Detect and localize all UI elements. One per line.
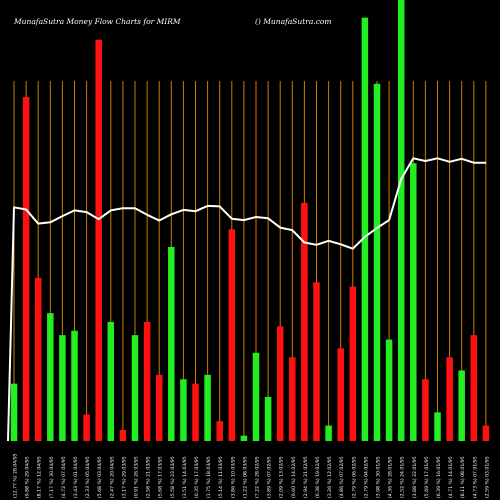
bar-down: [155, 374, 163, 441]
bar-down: [470, 335, 478, 441]
bar-down: [289, 357, 296, 441]
x-tick-label: (3.88 %) 22.01/95: [412, 456, 418, 498]
x-tick-label: (4.71 %) 14.01/95: [448, 456, 454, 498]
x-tick-label: (5.58 %) 23.03/95: [170, 456, 176, 498]
bar-up: [204, 374, 211, 441]
x-tick-label: (2.79 %) 06.02/95: [351, 456, 357, 498]
x-tick-label: (5.69 %) 17.01/95: [424, 456, 430, 498]
bar-up: [240, 435, 248, 441]
bar-down: [34, 277, 42, 441]
bar-down: [301, 202, 308, 441]
bar-up: [107, 321, 115, 441]
x-tick-label: (4.36 %) 28.01/95: [388, 456, 394, 498]
x-tick-label: (8.11 %) 08.01/95: [460, 456, 466, 498]
bar-up: [361, 17, 369, 441]
bar-down: [83, 414, 90, 441]
trend-line-group: [7, 157, 486, 442]
x-tick-label: (5.68 %) 17.03/95: [158, 456, 164, 498]
x-tick-labels: (12.77 %) 28.04/95 (9.88 %) 29.04/95 (8.17…: [13, 453, 491, 498]
x-tick-label: (5.68 %) 03.04/95: [97, 456, 103, 498]
x-tick-label: (2.79 %) 04.02/95: [363, 456, 369, 498]
bar-down: [313, 282, 320, 441]
bar-down: [192, 383, 199, 441]
x-tick-label: (1.75 %) 18.03/95: [206, 456, 212, 498]
x-tick-label: (3.86 %) 10.03/95: [230, 456, 236, 498]
x-tick-label: (4.72 %) 07.04/95: [61, 456, 67, 498]
bar-up: [168, 246, 175, 441]
bar-up: [180, 379, 187, 441]
bar-down: [276, 326, 284, 441]
bar-up: [71, 330, 78, 441]
x-tick-label: (6.38 %) 19.02/95: [315, 456, 321, 498]
trend-line: [7, 157, 486, 442]
bar-down: [482, 425, 490, 441]
bar-up: [47, 313, 54, 441]
x-tick-label: (2.59 %) 03.01/95: [484, 456, 490, 498]
x-tick-label: (2.47 %) 20.04/95: [109, 456, 115, 498]
bar-down: [22, 97, 30, 442]
x-tick-label: (0.91 %) 26.03/95: [134, 456, 140, 498]
x-tick-label: (2.94 %) 21.02/95: [303, 456, 309, 498]
bar-up: [385, 339, 393, 441]
chart-source: () MunafaSutra.com: [255, 17, 332, 26]
bar-up: [458, 370, 465, 441]
bar-up: [325, 425, 332, 441]
bar-down: [337, 348, 344, 441]
x-tick-label: (2.52 %) 24.01/95: [400, 456, 406, 498]
x-tick-label: (3.43 %) 01.04/95: [73, 456, 79, 498]
bar-up: [131, 335, 139, 441]
bars: [10, 0, 490, 442]
bar-down: [95, 39, 102, 441]
x-tick-label: (4.86 %) 07.02/95: [339, 456, 345, 498]
bar-up: [434, 412, 441, 441]
x-tick-label: (2.09 %) 13.02/95: [279, 456, 285, 498]
bar-up: [373, 83, 381, 441]
x-tick-label: (0.35 %) 17.03/95: [194, 456, 200, 498]
bar-up: [397, 0, 405, 441]
bar-down: [446, 357, 453, 441]
x-tick-label: (3.26 %) 12.02/95: [327, 456, 333, 498]
bar-up: [10, 383, 18, 441]
bar-down: [119, 429, 127, 441]
bar-up: [264, 396, 272, 441]
bar-down: [143, 321, 151, 441]
bar-up: [59, 335, 66, 441]
x-tick-label: (5.14 %) 11.03/95: [218, 456, 224, 498]
x-tick-label: (8.17 %) 12.04/95: [37, 456, 43, 498]
bar-down: [228, 229, 236, 441]
bar-down: [349, 286, 357, 441]
x-tick-label: (3.89 %) 07.02/95: [267, 456, 273, 498]
x-tick-label: (3.98 %) 30.01/95: [376, 456, 382, 498]
x-tick-label: (7.17 %) 30.04/95: [49, 456, 55, 498]
chart-title: MunafaSutra Money Flow Charts for MIRM: [14, 17, 181, 26]
x-tick-label: (12.77 %) 28.04/95: [13, 453, 19, 498]
x-tick-label: (0.60 %) 14.02/95: [291, 456, 297, 498]
x-tick-label: (2.33 %) 05.04/95: [85, 456, 91, 498]
x-tick-label: (3.17 %) 29.03/95: [121, 456, 127, 498]
x-tick-label: (7.22 %) 28.02/95: [255, 456, 261, 498]
x-tick-label: (9.88 %) 29.04/95: [25, 456, 31, 498]
bar-down: [422, 379, 429, 441]
x-tick-label: (6.39 %) 16.01/95: [436, 456, 442, 498]
x-tick-label: (3.51 %) 14.03/95: [182, 456, 188, 498]
x-tick-label: (4.73 %) 07.01/95: [472, 456, 478, 498]
x-tick-label: (2.58 %) 21.03/95: [146, 456, 152, 498]
x-tick-label: (1.22 %) 08.03/95: [242, 456, 248, 498]
bar-down: [216, 421, 223, 441]
bar-up: [410, 163, 417, 442]
bar-up: [252, 352, 260, 441]
